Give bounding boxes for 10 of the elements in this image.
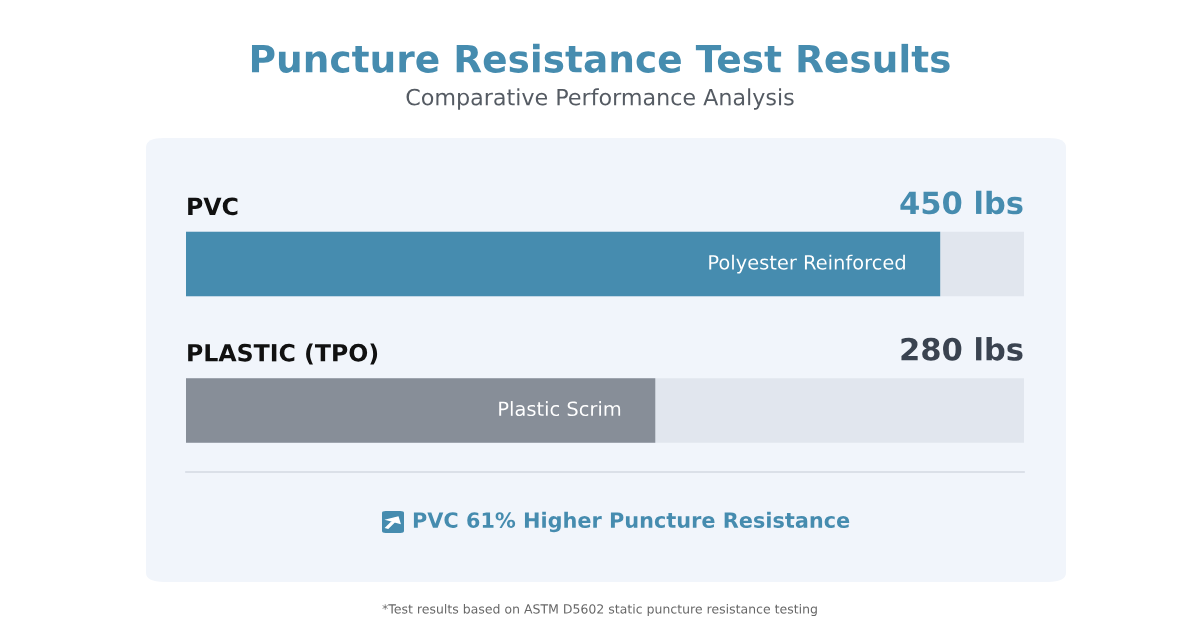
y-tick-label: PLASTIC (TPO) — [188, 343, 378, 365]
text: *Test results based on ASTM D5602 static puncture resistance testing — [382, 603, 817, 617]
y-tick-label: PVC — [188, 197, 238, 216]
chart-title: Puncture Resistance Test Results — [251, 43, 950, 73]
annotation: Plastic Scrim — [499, 401, 621, 417]
chart-subtitle: Comparative Performance Analysis — [406, 88, 794, 110]
data-label: 280 lbs — [901, 337, 1023, 361]
data-label: 450 lbs — [900, 190, 1023, 215]
text: PVC 61% Higher Puncture Resistance — [413, 511, 850, 533]
annotation: Polyester Reinforced — [709, 254, 905, 274]
